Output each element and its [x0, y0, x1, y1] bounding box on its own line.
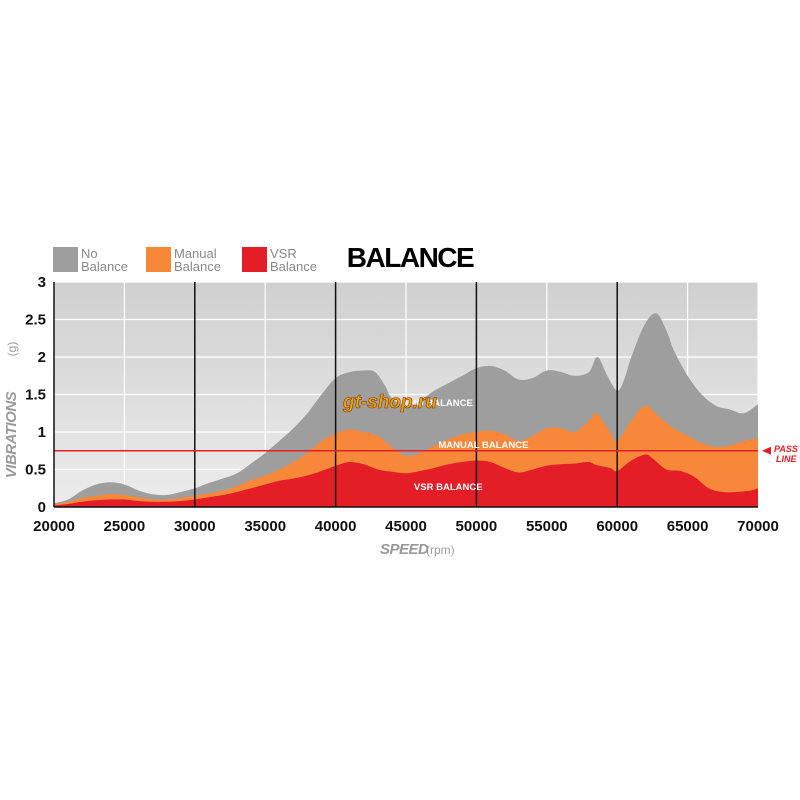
- legend-label-no-balance-line1: No: [81, 246, 98, 261]
- x-tick-label: 45000: [385, 518, 427, 535]
- x-tick-label: 55000: [526, 518, 568, 535]
- legend-label-manual-balance-line2: Balance: [174, 259, 221, 274]
- y-tick-label: 3: [38, 274, 46, 291]
- y-tick-label: 0: [38, 499, 46, 516]
- area-vsr-balance: [54, 454, 758, 507]
- chart-title: BALANCE: [347, 242, 474, 273]
- x-axis-label: SPEED: [380, 541, 429, 558]
- y-axis-unit: (g): [5, 342, 19, 357]
- x-tick-label: 30000: [174, 518, 216, 535]
- pass-line-arrow-icon: [762, 446, 771, 455]
- x-tick-label: 20000: [33, 518, 75, 535]
- tick-labels: 20000 25000 30000 35000 40000 45000 50000 55000…: [25, 274, 779, 535]
- y-tick-label: 1: [38, 424, 46, 441]
- series-areas: [54, 313, 758, 507]
- legend-swatch-manual-balance: [146, 247, 171, 272]
- y-tick-label: 1.5: [25, 387, 46, 404]
- area-labels: NO BALANCE MANUAL BALANCE VSR BALANCE: [410, 398, 529, 493]
- x-axis-unit: (rpm): [426, 543, 455, 557]
- major-gridlines: [194, 282, 618, 507]
- legend-item-manual-balance: Manual Balance: [146, 246, 221, 274]
- legend-item-vsr-balance: VSR Balance: [242, 246, 317, 274]
- legend-label-vsr-balance-line2: Balance: [270, 259, 317, 274]
- legend-swatch-no-balance: [53, 247, 78, 272]
- x-tick-label: 35000: [244, 518, 286, 535]
- x-tick-label: 40000: [315, 518, 357, 535]
- legend-swatch-vsr-balance: [242, 247, 267, 272]
- watermark: gt-shop.ru: [342, 392, 438, 414]
- watermark-text: gt-shop.ru: [342, 392, 437, 413]
- x-axis-title: SPEED (rpm): [380, 541, 455, 558]
- legend: No Balance Manual Balance VSR Balance: [53, 246, 317, 274]
- legend-label-manual-balance-line1: Manual: [174, 246, 217, 261]
- area-label-vsr-balance: VSR BALANCE: [414, 482, 483, 493]
- y-tick-label: 2: [38, 349, 46, 366]
- area-label-manual-balance: MANUAL BALANCE: [438, 440, 528, 451]
- legend-label-vsr-balance-line1: VSR: [270, 246, 297, 261]
- x-tick-label: 60000: [596, 518, 638, 535]
- x-tick-label: 50000: [456, 518, 498, 535]
- x-tick-label: 70000: [737, 518, 779, 535]
- y-axis-label: VIBRATIONS: [3, 391, 20, 478]
- x-tick-label: 25000: [104, 518, 146, 535]
- y-tick-label: 0.5: [25, 462, 46, 479]
- legend-item-no-balance: No Balance: [53, 246, 128, 274]
- y-axis-title: VIBRATIONS (g): [3, 342, 20, 479]
- pass-line-label-line1: PASS: [774, 444, 798, 454]
- legend-label-no-balance-line2: Balance: [81, 259, 128, 274]
- y-tick-label: 2.5: [25, 312, 46, 329]
- area-label-no-balance: NO BALANCE: [410, 398, 473, 409]
- axes: [53, 282, 758, 508]
- x-tick-label: 65000: [667, 518, 709, 535]
- pass-line-label-line2: LINE: [776, 454, 797, 464]
